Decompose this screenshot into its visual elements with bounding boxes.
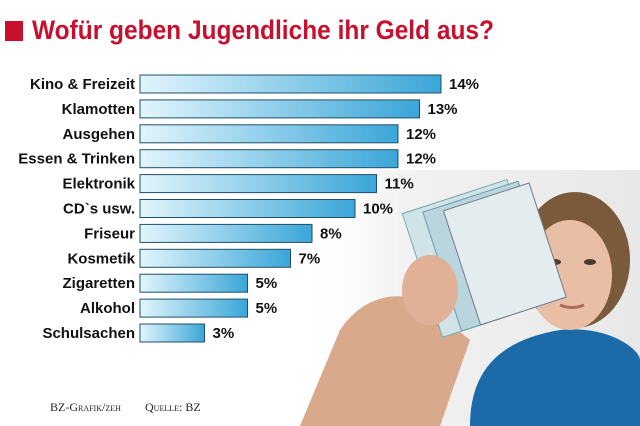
photo	[300, 170, 640, 426]
category-label: Ausgehen	[62, 126, 135, 143]
credit: BZ-Grafik/zeh	[50, 400, 121, 414]
value-label: 12%	[406, 151, 436, 168]
value-label: 12%	[406, 126, 436, 143]
value-label: 5%	[256, 275, 278, 292]
category-label: Kino & Freizeit	[30, 76, 135, 93]
category-label: Alkohol	[80, 300, 135, 317]
source: Quelle: BZ	[145, 400, 201, 414]
bar	[139, 298, 248, 318]
category-label: CD`s usw.	[63, 200, 135, 217]
value-label: 7%	[299, 250, 321, 267]
value-label: 11%	[385, 176, 414, 193]
bar	[139, 223, 313, 243]
category-label: Zigaretten	[62, 275, 135, 292]
bar	[139, 124, 399, 144]
value-label: 5%	[256, 300, 278, 317]
bar	[139, 199, 356, 218]
bar	[139, 248, 291, 268]
bar	[139, 174, 377, 194]
bar	[139, 74, 442, 94]
chart-title: Wofür geben Jugendliche ihr Geld aus?	[32, 15, 494, 45]
category-label: Elektronik	[62, 176, 135, 193]
value-label: 8%	[320, 225, 342, 242]
bar	[139, 149, 399, 169]
value-label: 10%	[363, 200, 393, 217]
value-label: 13%	[428, 101, 458, 118]
category-label: Friseur	[84, 225, 135, 242]
value-label: 3%	[213, 325, 235, 342]
title-marker	[5, 21, 23, 41]
bar	[139, 323, 205, 343]
value-label: 14%	[449, 76, 479, 93]
category-label: Schulsachen	[42, 325, 135, 342]
category-label: Kosmetik	[67, 250, 135, 267]
bar	[139, 99, 420, 119]
category-label: Klamotten	[62, 101, 135, 118]
category-label: Essen & Trinken	[18, 151, 135, 168]
bar	[139, 273, 248, 293]
